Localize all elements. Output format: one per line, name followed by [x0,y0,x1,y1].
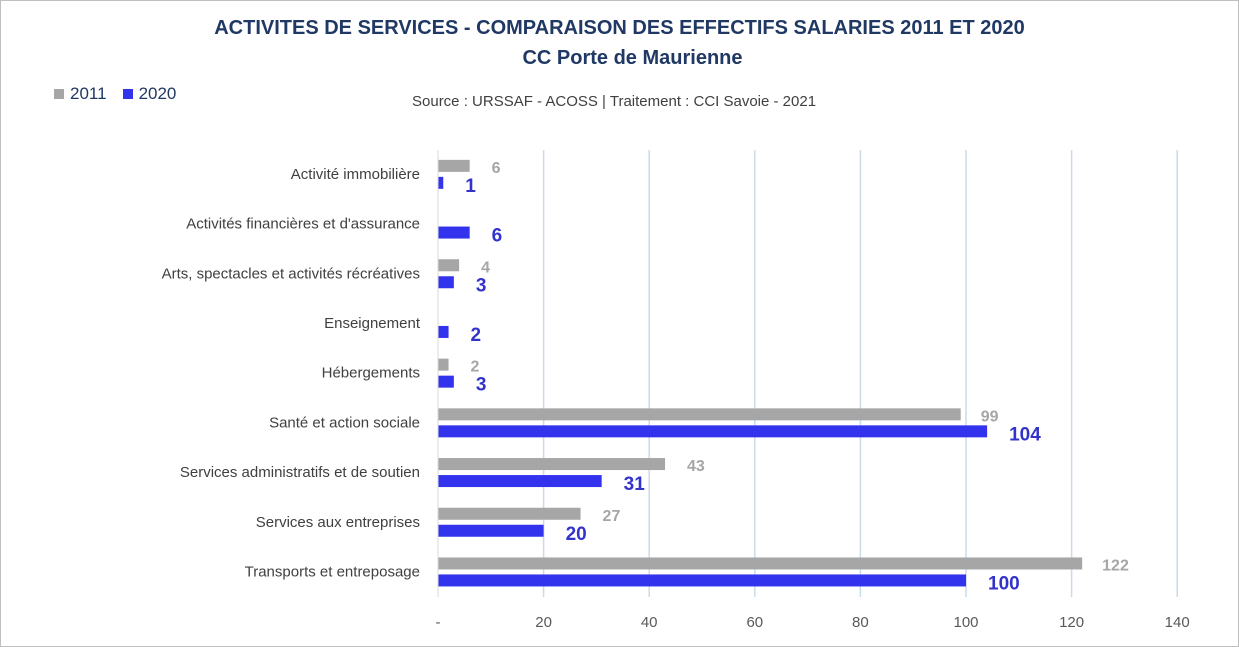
x-tick-label-20: 20 [535,614,552,631]
bar-2020-arts-spectacles-et-activit-s-r-cr-atives [438,276,454,289]
bar-2020-services-administratifs-et-de-soutien [438,475,602,488]
data-label-2011-arts-spectacles-et-activit-s-r-cr-atives: 4 [481,259,490,276]
category-label-enseignement: Enseignement [324,315,421,332]
source-note: Source : URSSAF - ACOSS | Traitement : C… [412,93,817,110]
bar-2020-services-aux-entreprises [438,524,544,537]
data-label-2011-services-aux-entreprises: 27 [603,508,621,525]
data-label-2011-h-bergements: 2 [471,359,480,376]
x-tick-label-60: 60 [746,614,763,631]
legend-item-2020: 2020 [122,84,177,104]
bar-2011-sant-et-action-sociale [438,408,961,421]
data-label-2020-transports-et-entreposage: 100 [988,573,1020,594]
x-tick-label-0: - [436,614,441,631]
legend-swatch-2011 [54,89,64,99]
bar-2020-transports-et-entreposage [438,574,966,587]
chart-subtitle: CC Porte de Maurienne [522,47,743,69]
bar-2011-services-aux-entreprises [438,507,581,520]
legend-item-2011: 2011 [54,84,107,104]
legend: 2011 2020 [54,84,192,104]
bar-2020-activit-s-financi-res-et-d-assurance [438,226,470,239]
bar-2020-activit-immobili-re [438,176,444,189]
category-label-services-administratifs-et-de-soutien: Services administratifs et de soutien [180,464,420,481]
x-tick-label-40: 40 [641,614,658,631]
category-label-activit-immobili-re: Activité immobilière [291,166,420,183]
bar-2011-transports-et-entreposage [438,557,1083,570]
data-label-2011-sant-et-action-sociale: 99 [981,408,999,425]
data-label-2020-enseignement: 2 [471,325,482,346]
bar-2020-sant-et-action-sociale [438,425,988,438]
category-label-sant-et-action-sociale: Santé et action sociale [269,414,420,431]
category-label-transports-et-entreposage: Transports et entreposage [245,563,420,580]
bar-2011-arts-spectacles-et-activit-s-r-cr-atives [438,259,460,272]
data-label-2011-services-administratifs-et-de-soutien: 43 [687,458,705,475]
category-label-activit-s-financi-res-et-d-assurance: Activités financières et d'assurance [186,216,420,233]
category-label-services-aux-entreprises: Services aux entreprises [256,514,420,531]
x-tick-label-120: 120 [1059,614,1084,631]
legend-swatch-2020 [122,89,133,99]
category-label-h-bergements: Hébergements [322,365,420,382]
bar-2020-h-bergements [438,375,454,388]
data-label-2020-h-bergements: 3 [476,375,487,396]
x-tick-label-140: 140 [1165,614,1190,631]
legend-label-2020: 2020 [138,84,177,103]
data-label-2011-transports-et-entreposage: 122 [1102,557,1129,574]
bar-2020-enseignement [438,325,449,338]
bar-2011-h-bergements [438,358,449,371]
legend-label-2011: 2011 [70,84,107,103]
data-label-2020-activit-s-financi-res-et-d-assurance: 6 [492,226,503,247]
bar-2011-activit-immobili-re [438,159,470,172]
x-tick-label-80: 80 [852,614,869,631]
data-label-2011-activit-immobili-re: 6 [492,160,501,177]
category-label-arts-spectacles-et-activit-s-r-cr-atives: Arts, spectacles et activités récréative… [162,265,420,282]
data-label-2020-services-aux-entreprises: 20 [566,524,587,545]
data-label-2020-activit-immobili-re: 1 [465,176,476,197]
chart-title: ACTIVITES DE SERVICES - COMPARAISON DES … [214,17,1025,39]
data-label-2020-sant-et-action-sociale: 104 [1009,424,1041,445]
data-label-2020-services-administratifs-et-de-soutien: 31 [624,474,646,495]
data-label-2020-arts-spectacles-et-activit-s-r-cr-atives: 3 [476,275,487,296]
bar-2011-services-administratifs-et-de-soutien [438,458,666,471]
x-tick-label-100: 100 [953,614,978,631]
